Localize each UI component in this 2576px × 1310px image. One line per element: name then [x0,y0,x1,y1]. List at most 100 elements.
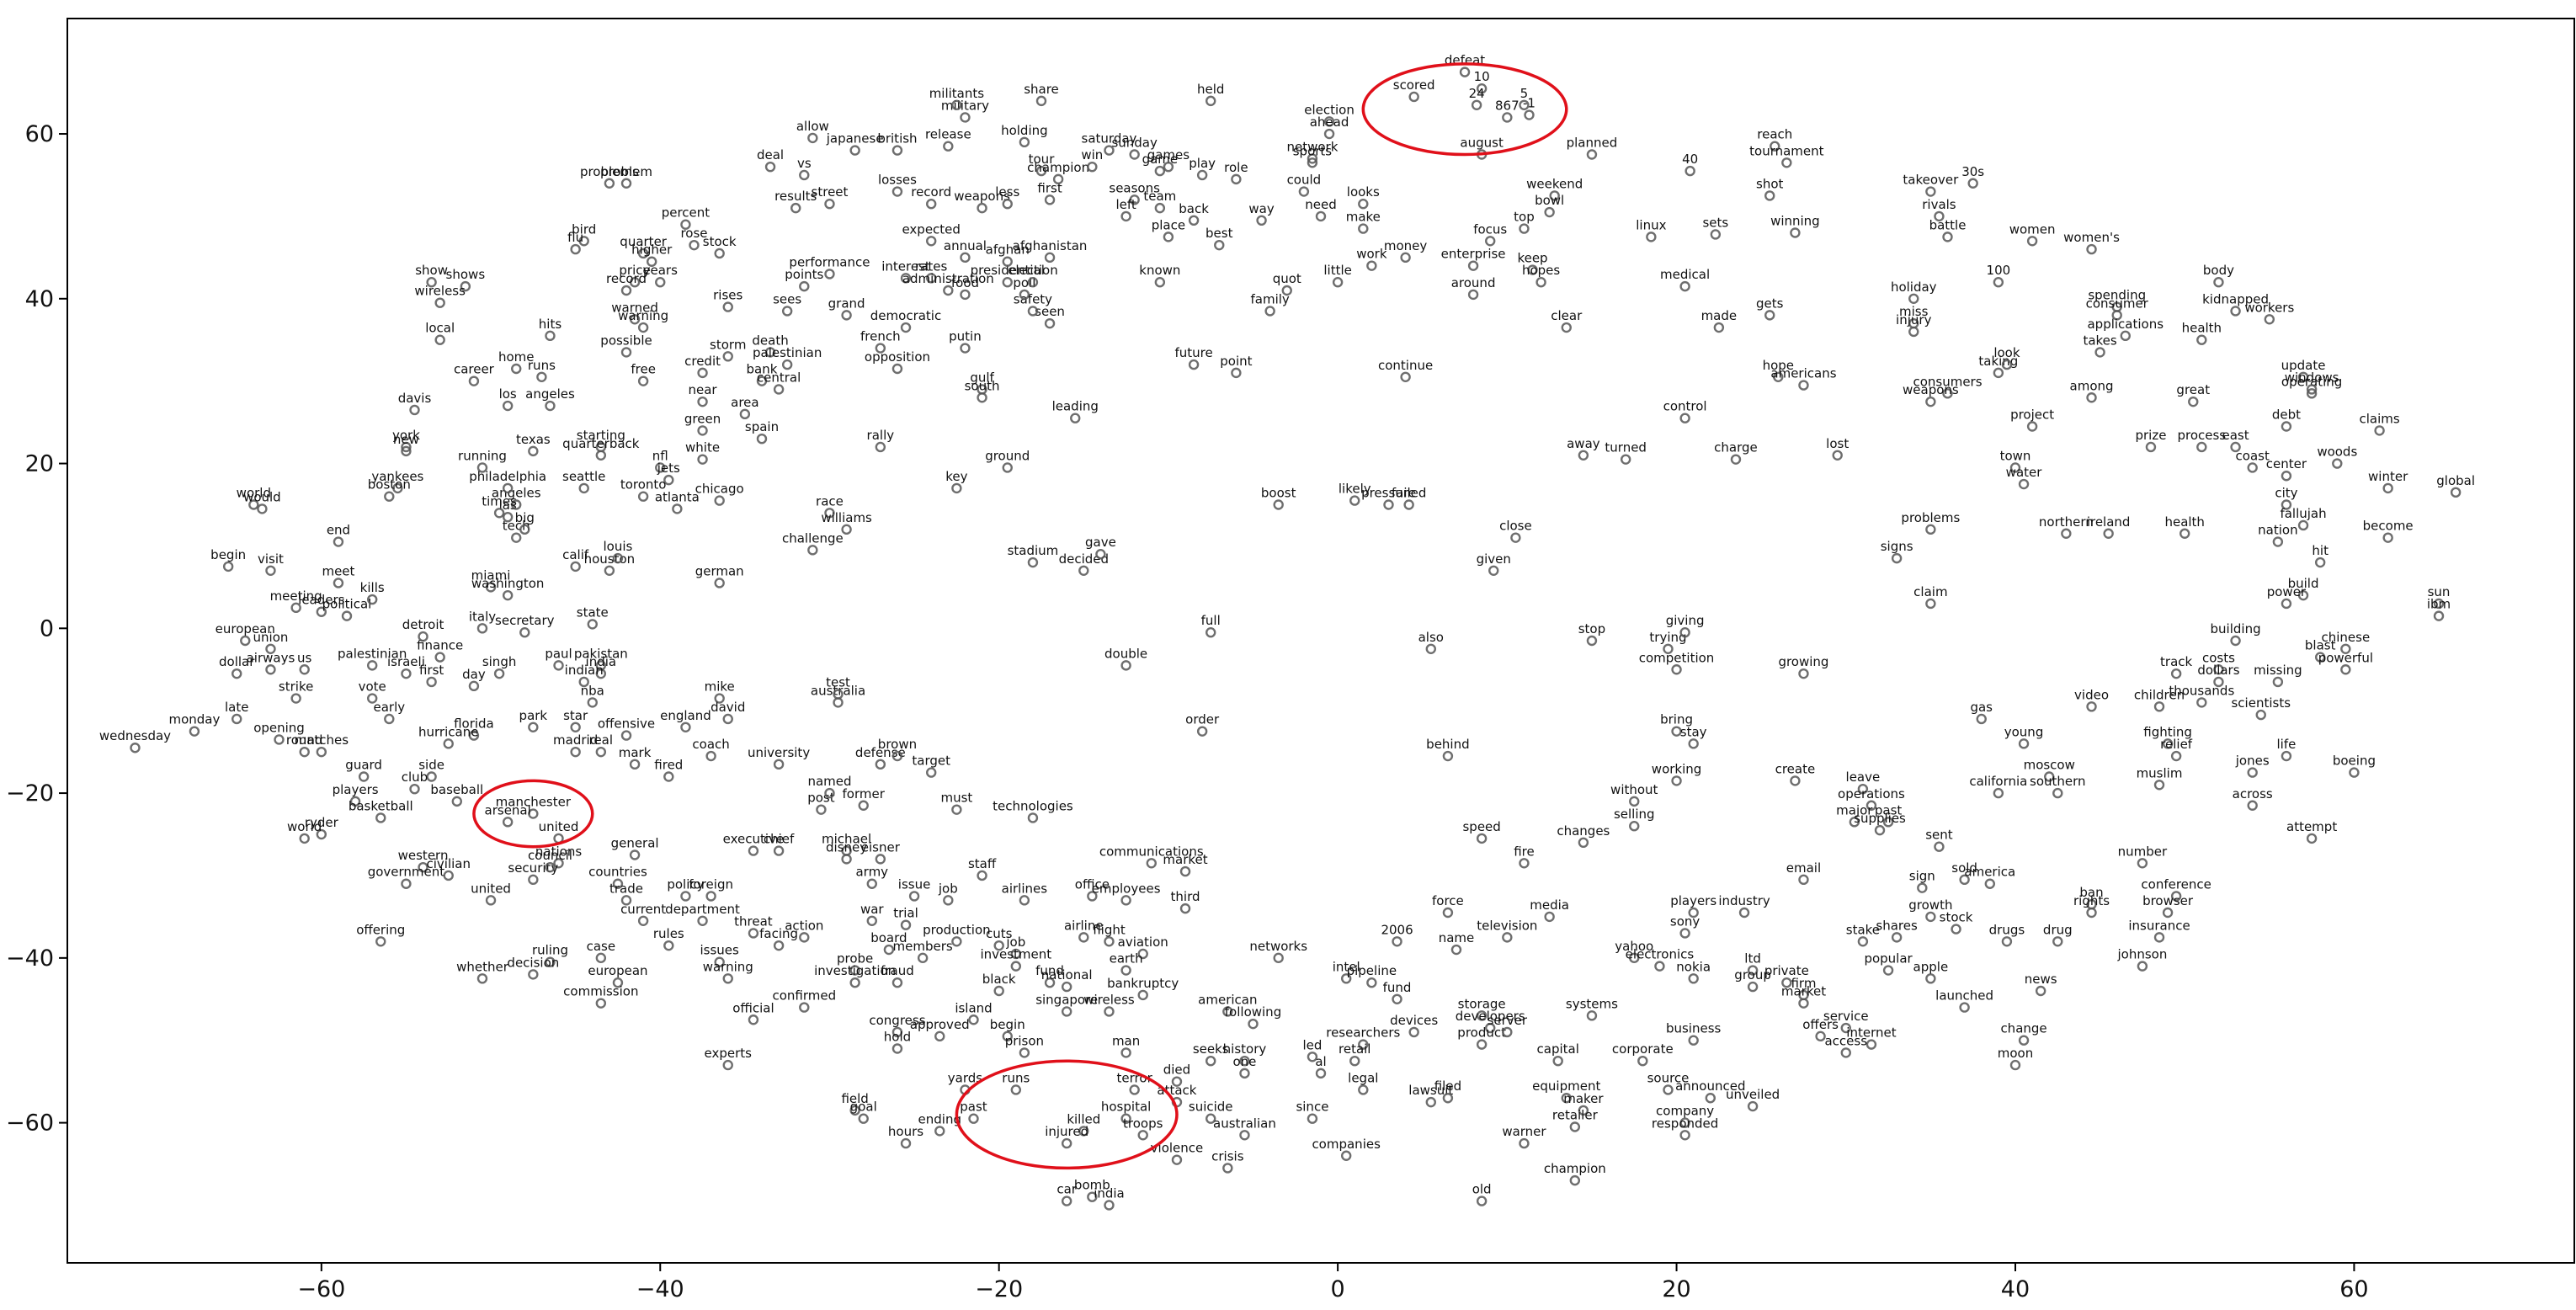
data-point [1256,215,1267,226]
data-point [595,952,607,964]
point-label: holding [1001,123,1048,138]
data-point [1710,229,1722,240]
point-label: union [253,630,289,645]
point-label: need [1305,197,1337,212]
data-point [341,610,353,621]
data-point [655,277,666,288]
data-point [290,602,301,614]
data-point [1925,973,1936,984]
data-point [1586,149,1598,160]
point-label: boeing [2333,754,2376,769]
data-point [1502,932,1513,943]
point-label: park [519,708,548,723]
data-point [553,660,564,671]
data-point [2162,738,2174,749]
data-point [257,503,268,514]
point-label: order [1185,712,1220,727]
data-point [1120,965,1131,976]
data-point [891,363,903,375]
point-label: basketball [349,798,413,813]
point-label: italy [469,609,496,624]
data-point [2188,396,2199,407]
data-point [443,738,454,749]
data-point [799,932,810,943]
data-point [1206,95,1216,107]
data-point [265,643,276,654]
data-point [943,141,954,152]
data-point [1392,936,1402,947]
data-point [401,441,412,453]
point-label: role [1224,160,1248,175]
point-label: continue [1378,358,1433,373]
point-label: team [1143,189,1176,204]
point-label: monday [168,712,220,727]
point-label: fallujah [2280,506,2326,521]
data-point [773,759,785,770]
data-point [1078,932,1089,943]
data-point [655,462,666,473]
point-label: credit [684,354,721,369]
point-label: killed [1067,1111,1100,1126]
point-label: past [960,1100,987,1115]
data-point [1358,223,1369,234]
point-label: enterprise [1441,247,1506,262]
point-label: august [1460,136,1504,151]
data-point [1561,322,1572,333]
point-label: communications [1099,844,1204,859]
point-label: leading [1052,399,1099,414]
point-label: grand [828,296,865,311]
data-point [697,367,708,379]
data-point [858,800,869,811]
point-label: women [2009,221,2056,237]
data-point [2196,334,2207,345]
point-label: product [1457,1025,1506,1041]
x-tick-label: 20 [1662,1276,1690,1302]
data-point [960,289,971,301]
point-label: winning [1770,213,1820,228]
data-point [248,499,259,510]
data-point [1984,878,1996,889]
point-label: filed [1434,1078,1461,1094]
point-label: war [860,902,884,917]
data-point [222,561,234,572]
data-point [1781,157,1792,168]
point-label: ban [2079,885,2103,900]
data-point [993,985,1004,997]
data-point [2297,371,2309,382]
data-point [1120,895,1131,906]
point-label: quarterback [562,436,640,451]
point-label: workers [2244,300,2294,315]
point-label: runs [528,358,556,373]
data-point [1959,874,1970,886]
point-label: key [945,469,967,484]
point-label: systems [1566,996,1618,1011]
point-label: intel [1333,959,1360,974]
data-point [612,977,624,988]
point-label: 100 [1987,263,2011,278]
point-label: yards [948,1070,982,1085]
point-label: ryder [305,815,339,830]
data-point [1078,565,1089,577]
point-label: games [1147,147,1190,162]
point-label: palestinian [338,646,407,661]
point-label: weekend [1526,176,1583,191]
data-point [2332,458,2343,469]
data-point [1104,1006,1115,1017]
point-label: action [785,918,823,933]
point-label: detroit [402,617,444,632]
point-label: arsenal [485,802,531,817]
point-label: east [2222,428,2249,443]
point-label: general [611,835,659,850]
point-label: update [2281,358,2326,373]
point-label: release [925,127,971,142]
point-label: green [684,411,721,426]
point-label: show [415,263,448,278]
data-point [2196,441,2207,453]
point-label: american [1198,992,1257,1007]
data-point [1002,1030,1013,1042]
point-label: speed [1462,819,1500,834]
data-point [833,697,844,708]
point-label: dollars [2197,663,2239,678]
point-label: taking [1978,354,2018,369]
point-label: among [2070,378,2114,393]
